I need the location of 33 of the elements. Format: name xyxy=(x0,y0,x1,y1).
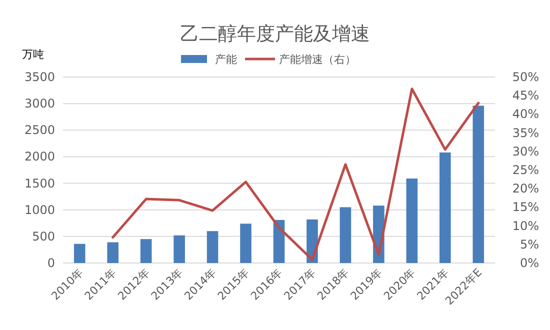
y-tick-label: 1500 xyxy=(24,176,55,190)
bar xyxy=(240,224,252,263)
y2-tick-label: 50% xyxy=(512,70,539,84)
y-tick-label: 1000 xyxy=(24,202,55,217)
bar xyxy=(206,231,218,263)
y-tick-label: 500 xyxy=(32,229,55,244)
y2-tick-label: 45% xyxy=(512,88,539,103)
y-tick-label: 0 xyxy=(47,256,55,270)
y-axis-title: 万吨 xyxy=(22,48,44,61)
bar xyxy=(107,242,118,263)
y2-tick-label: 25% xyxy=(512,163,539,177)
y2-tick-label: 0% xyxy=(520,256,539,270)
y-tick-label: 2000 xyxy=(24,150,55,164)
y2-tick-label: 15% xyxy=(512,200,539,214)
bar xyxy=(440,152,451,263)
legend-label: 产能 xyxy=(215,53,237,66)
y-tick-label: 3000 xyxy=(24,96,55,111)
y2-tick-label: 30% xyxy=(512,144,539,158)
y2-tick-label: 5% xyxy=(520,237,539,252)
y2-tick-label: 10% xyxy=(512,218,539,233)
y-tick-label: 2500 xyxy=(24,123,55,138)
bar xyxy=(406,178,418,263)
bar xyxy=(140,239,152,263)
y-tick-label: 3500 xyxy=(24,70,55,84)
legend-label: 产能增速（右） xyxy=(279,53,356,66)
y2-tick-label: 40% xyxy=(512,107,539,122)
bar xyxy=(74,244,86,263)
bar xyxy=(340,207,352,263)
bar xyxy=(472,106,484,263)
chart-title: 乙二醇年度产能及增速 xyxy=(180,23,370,45)
y2-tick-label: 20% xyxy=(512,182,539,196)
bar xyxy=(174,235,185,263)
y2-tick-label: 35% xyxy=(512,126,539,140)
